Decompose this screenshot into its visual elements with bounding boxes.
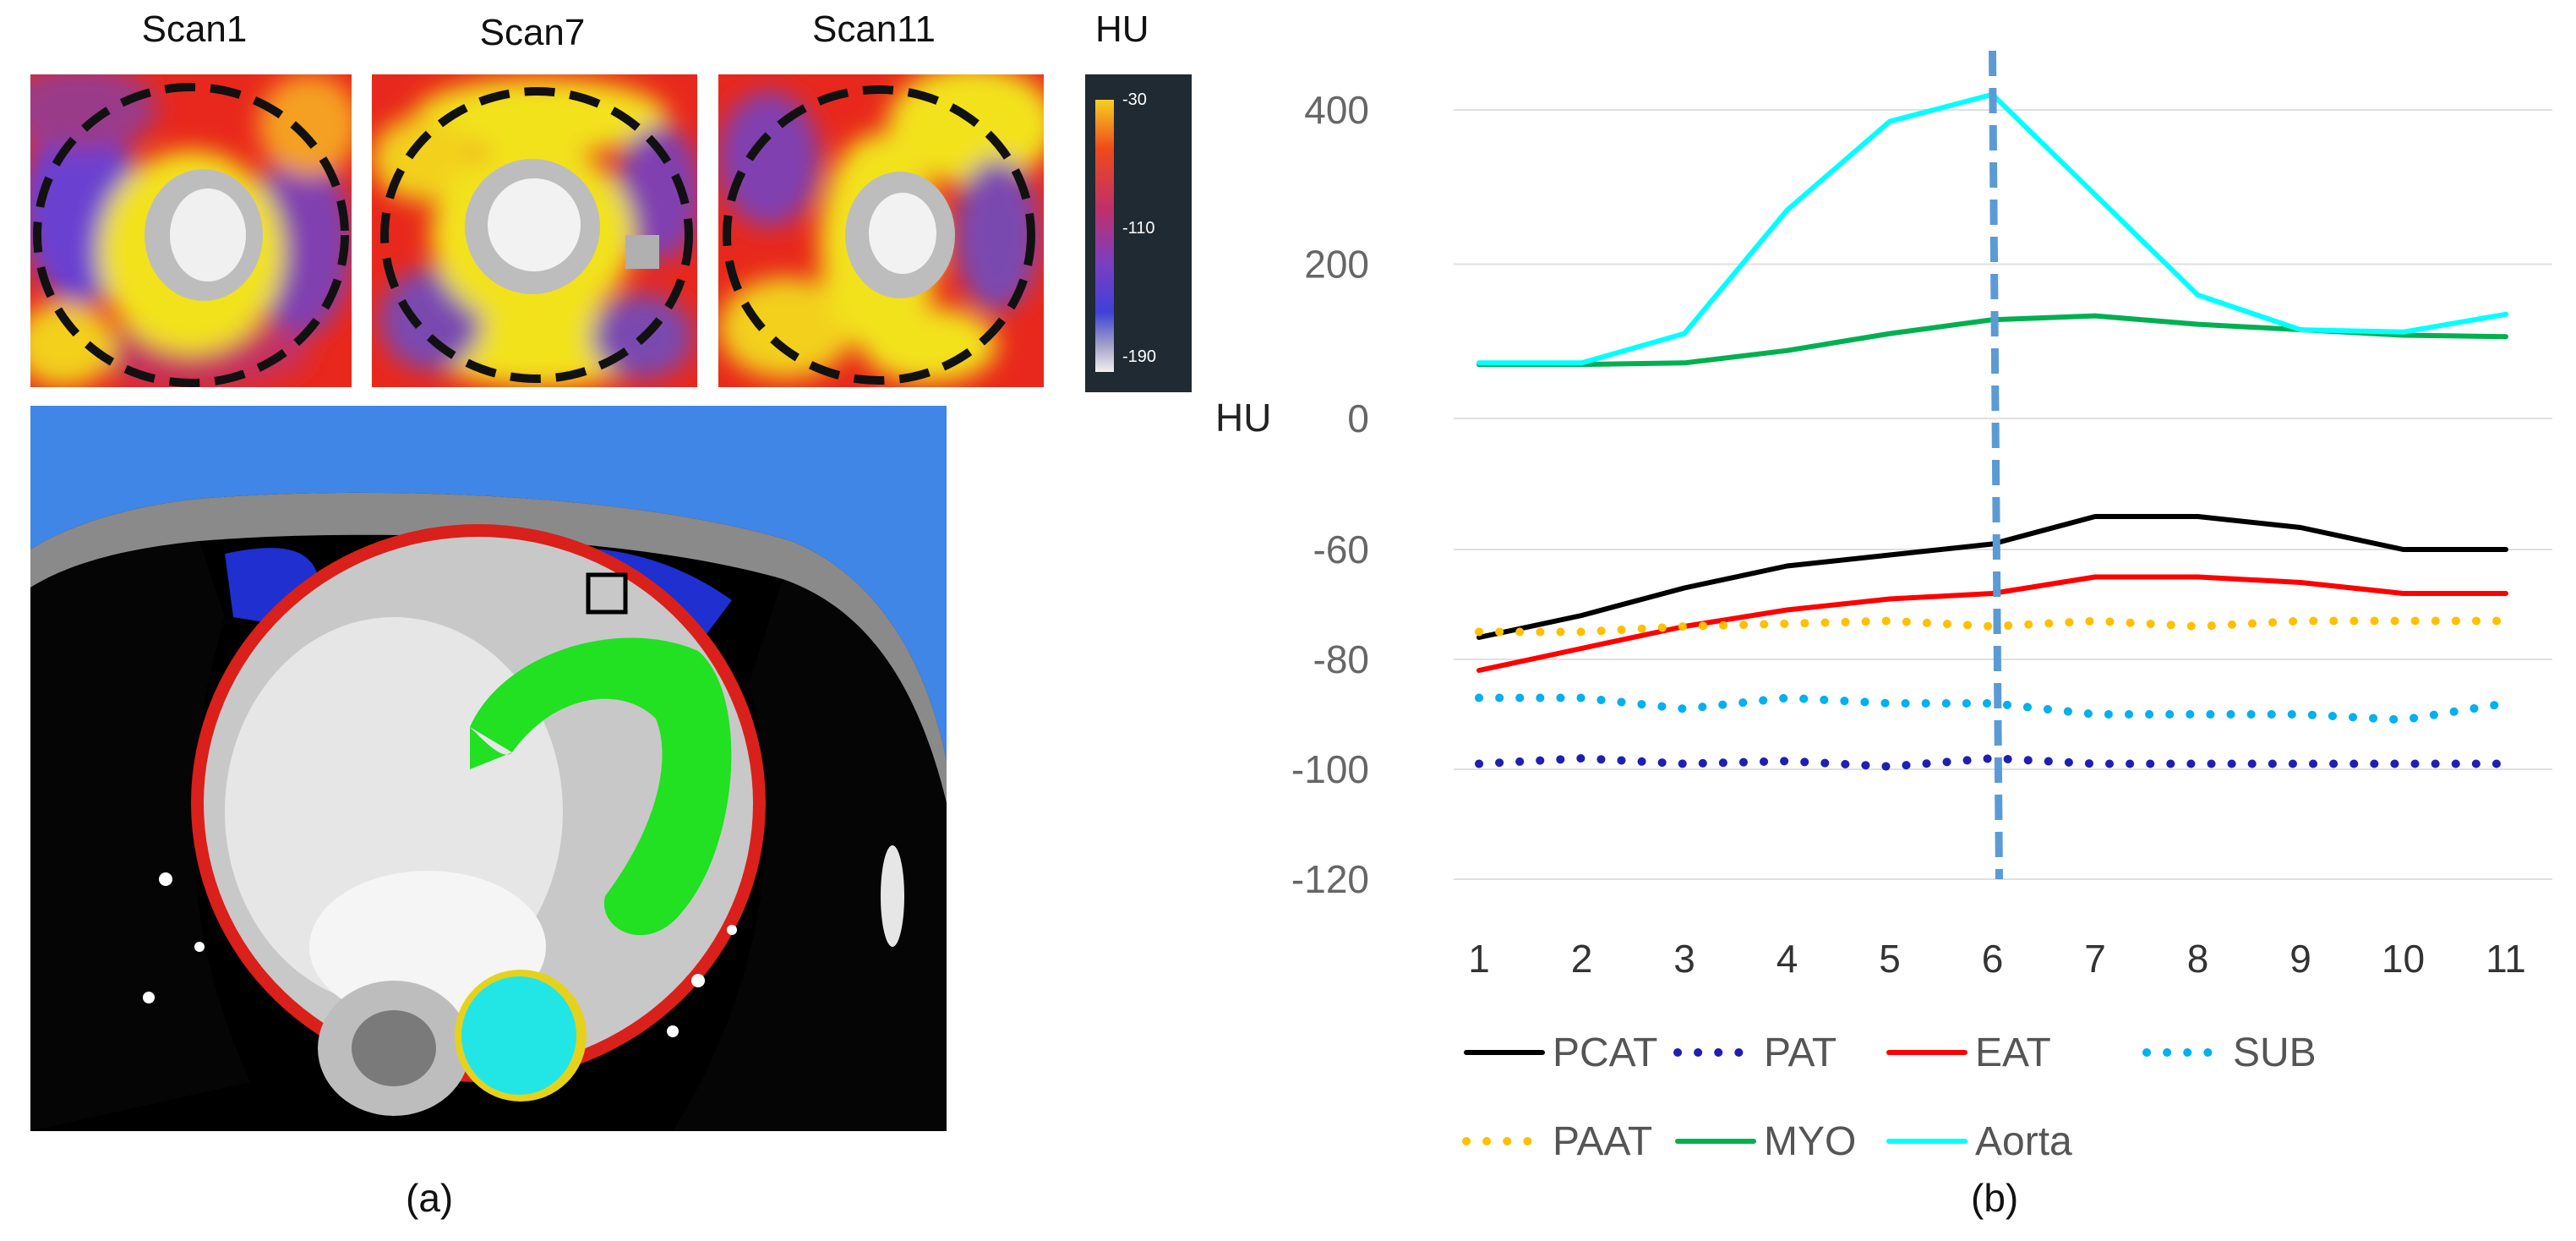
legend-label: MYO (1764, 1119, 1856, 1164)
ct-slice-image (30, 406, 947, 1131)
scan-label-1: Scan1 (141, 8, 248, 50)
series-line-pat (1475, 754, 2510, 771)
legend-item-pcat: PCAT (1464, 1031, 1657, 1075)
colorbar-title: HU (1095, 8, 1149, 50)
series-line-paat (1475, 616, 2510, 637)
x-tick-label: 11 (2486, 937, 2526, 981)
y-tick-label: -100 (1291, 747, 1369, 791)
legend-label: PAAT (1553, 1119, 1652, 1164)
legend-item-paat: PAAT (1462, 1119, 1652, 1164)
colorbar-tick-top: -30 (1122, 90, 1147, 109)
scan-crop-7 (372, 74, 697, 387)
x-tick-label: 4 (1776, 937, 1798, 981)
roi-circle (723, 85, 1035, 385)
colorbar-tick-bottom: -190 (1122, 347, 1156, 366)
scan-label-7: Scan7 (479, 12, 586, 53)
legend-item-sub: SUB (2142, 1031, 2317, 1075)
y-tick-label: 400 (1304, 88, 1369, 132)
legend-item-eat: EAT (1886, 1031, 2051, 1075)
y-tick-label: -120 (1291, 857, 1369, 901)
legend-item-aorta: Aorta (1886, 1119, 2072, 1164)
x-tick-label: 9 (2289, 937, 2311, 981)
y-tick-label: -60 (1313, 528, 1369, 571)
y-axis-label: HU (1215, 396, 1271, 440)
scan-crop-1 (30, 74, 352, 387)
marker-line (1989, 50, 2003, 880)
x-tick-label: 7 (2084, 937, 2106, 981)
legend-item-myo: MYO (1675, 1119, 1856, 1164)
colorbar-tick-mid: -110 (1122, 219, 1155, 238)
scan-label-11: Scan11 (812, 8, 936, 50)
legend-label: PCAT (1553, 1031, 1657, 1075)
x-tick-label: 8 (2187, 937, 2209, 981)
series-line-pcat (1476, 514, 2508, 640)
hu-line-chart: 400 200 0 -60 -80 -100 -120 1 2 3 4 5 6 7 8 9 10 11 PCAT… (1215, 50, 2552, 1164)
y-tick-label: -80 (1313, 637, 1369, 681)
series-line-sub (1475, 693, 2510, 724)
y-tick-label: 200 (1304, 243, 1369, 287)
x-tick-label: 10 (2382, 937, 2425, 981)
panel-a-label: (a) (406, 1176, 454, 1220)
x-tick-label: 3 (1673, 937, 1695, 981)
legend-label: SUB (2233, 1031, 2317, 1075)
roi-box (586, 572, 628, 615)
legend-label: PAT (1764, 1031, 1836, 1075)
roi-circle (33, 83, 349, 387)
colorbar: -30 -110 -190 (1085, 74, 1192, 392)
y-tick-label: 0 (1347, 396, 1369, 440)
panel-b-label: (b) (1971, 1176, 2019, 1220)
x-tick-label: 1 (1468, 937, 1490, 981)
legend-item-pat: PAT (1673, 1031, 1836, 1075)
x-tick-label: 5 (1879, 937, 1901, 981)
scan-crop-11 (718, 74, 1044, 387)
legend-label: Aorta (1975, 1119, 2072, 1164)
x-tick-label: 2 (1571, 937, 1593, 981)
roi-circle (380, 87, 693, 383)
legend-label: EAT (1975, 1031, 2051, 1075)
series-line-eat (1476, 574, 2508, 673)
x-tick-label: 6 (1982, 937, 2004, 981)
